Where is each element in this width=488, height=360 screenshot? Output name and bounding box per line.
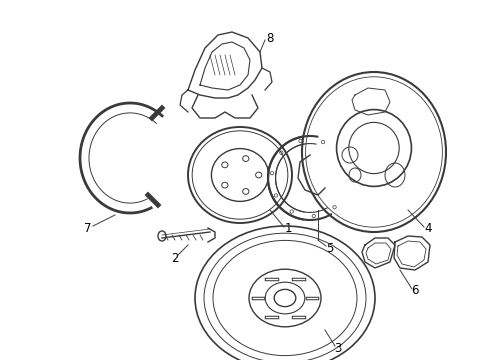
Text: 1: 1	[284, 221, 291, 234]
Text: 6: 6	[410, 284, 418, 297]
Text: 8: 8	[266, 31, 273, 45]
Text: 4: 4	[424, 221, 431, 234]
Text: 5: 5	[325, 242, 333, 255]
Text: 3: 3	[334, 342, 341, 355]
Text: 2: 2	[171, 252, 179, 265]
Text: 7: 7	[84, 221, 92, 234]
